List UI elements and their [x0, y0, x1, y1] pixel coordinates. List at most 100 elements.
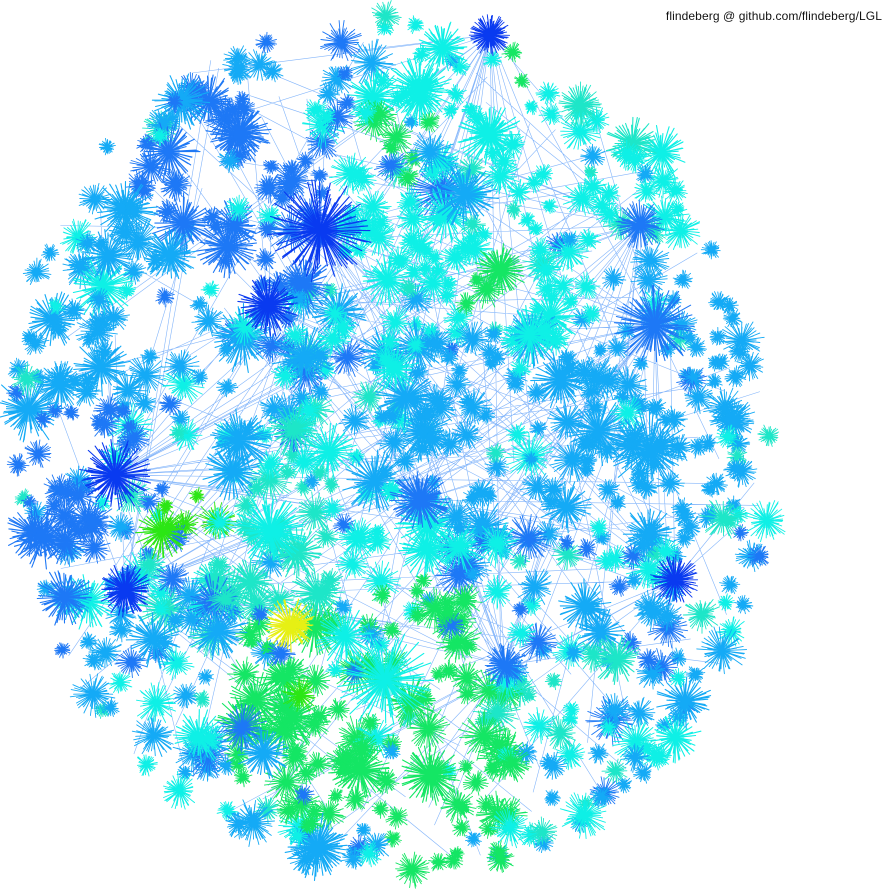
large-cluster-node-core	[419, 764, 441, 786]
cluster-node	[645, 544, 662, 562]
cluster-node	[535, 277, 560, 302]
cluster-node-core	[309, 718, 320, 729]
cluster-node-core	[732, 464, 741, 474]
cluster-node-core	[431, 394, 444, 407]
cluster-node-core	[157, 605, 164, 612]
cluster-node-core	[195, 301, 202, 308]
cluster-node-core	[477, 517, 486, 526]
cluster-node-core	[158, 486, 165, 492]
cluster-node-core	[435, 671, 442, 678]
cluster-node-core	[657, 174, 670, 188]
cluster-node	[656, 675, 712, 729]
cluster-node	[526, 381, 547, 405]
cluster-node-core	[486, 492, 493, 499]
cluster-node	[121, 199, 148, 223]
cluster-node-core	[493, 169, 508, 184]
cluster-node-core	[481, 231, 487, 237]
cluster-node-core	[307, 505, 323, 521]
cluster-node-core	[651, 551, 658, 558]
cluster-node-core	[253, 59, 266, 71]
cluster-node-core	[308, 584, 328, 604]
cluster-node-core	[339, 603, 347, 612]
large-cluster-node	[401, 745, 460, 806]
cluster-node	[301, 810, 323, 834]
cluster-node	[216, 252, 233, 270]
cluster-node	[385, 806, 408, 830]
cluster-node-core	[333, 34, 349, 50]
hub-node-core	[497, 657, 513, 673]
cluster-node-core	[686, 334, 693, 341]
cluster-node	[507, 622, 537, 649]
cluster-node	[527, 816, 558, 846]
cluster-node	[421, 327, 456, 362]
cluster-node	[118, 281, 136, 301]
cluster-node	[176, 765, 194, 781]
cluster-node	[61, 298, 88, 322]
cluster-node-core	[412, 240, 426, 254]
cluster-node	[356, 823, 371, 839]
large-cluster-node-core	[572, 97, 588, 113]
cluster-node	[574, 430, 599, 454]
cluster-node	[93, 701, 111, 719]
cluster-node-core	[387, 485, 396, 494]
cluster-node	[416, 21, 468, 75]
cluster-node	[677, 513, 702, 540]
cluster-node-core	[194, 492, 200, 499]
cluster-node-spokes	[54, 642, 71, 659]
cluster-node-core	[583, 457, 592, 466]
cluster-node-core	[389, 316, 401, 328]
cluster-node	[191, 368, 209, 387]
cluster-node-core	[215, 561, 224, 569]
cluster-node-core	[222, 461, 243, 482]
cluster-node	[338, 403, 371, 436]
cluster-node-core	[54, 587, 74, 608]
cluster-node	[540, 481, 592, 534]
large-cluster-node-core	[51, 376, 69, 394]
cluster-node-core	[291, 747, 301, 757]
cluster-node-core	[557, 498, 575, 516]
cluster-node-core	[488, 705, 505, 722]
cluster-node	[482, 574, 513, 610]
cluster-node-core	[156, 132, 164, 140]
cluster-node-core	[317, 388, 325, 396]
cluster-node	[277, 254, 332, 313]
cluster-node	[205, 582, 244, 618]
large-cluster-node-core	[478, 123, 502, 147]
cluster-node	[351, 101, 378, 127]
cluster-node	[377, 331, 401, 354]
cluster-node-core	[689, 373, 698, 381]
cluster-node-core	[99, 418, 111, 430]
cluster-node-core	[474, 727, 493, 745]
cluster-node-core	[531, 481, 544, 494]
cluster-node	[189, 295, 208, 314]
cluster-node	[438, 660, 458, 681]
cluster-node	[360, 712, 381, 735]
cluster-node-core	[632, 398, 641, 407]
cluster-node	[456, 387, 493, 425]
cluster-node-core	[528, 104, 535, 110]
cluster-node	[282, 321, 309, 349]
cluster-node	[444, 637, 462, 654]
cluster-node-core	[695, 607, 709, 621]
cluster-node	[650, 713, 702, 764]
cluster-node-core	[285, 173, 301, 189]
cluster-node-core	[39, 416, 46, 422]
cluster-node-core	[575, 596, 595, 616]
cluster-node-core	[273, 593, 286, 606]
cluster-node-core	[303, 404, 314, 416]
cluster-node-core	[108, 311, 120, 323]
cluster-node	[469, 510, 491, 533]
cluster-node-core	[535, 425, 542, 432]
cluster-node-core	[422, 264, 429, 271]
cluster-node-core	[403, 173, 412, 182]
cluster-node-core	[289, 452, 296, 459]
hub-node	[79, 438, 152, 510]
cluster-node-core	[278, 774, 294, 790]
cluster-node-core	[385, 360, 403, 378]
cluster-node-core	[363, 54, 381, 72]
cluster-node-core	[183, 588, 199, 604]
cluster-node-core	[14, 461, 22, 469]
cluster-node	[517, 568, 552, 605]
cluster-node-core	[284, 420, 304, 440]
cluster-node	[451, 418, 484, 450]
